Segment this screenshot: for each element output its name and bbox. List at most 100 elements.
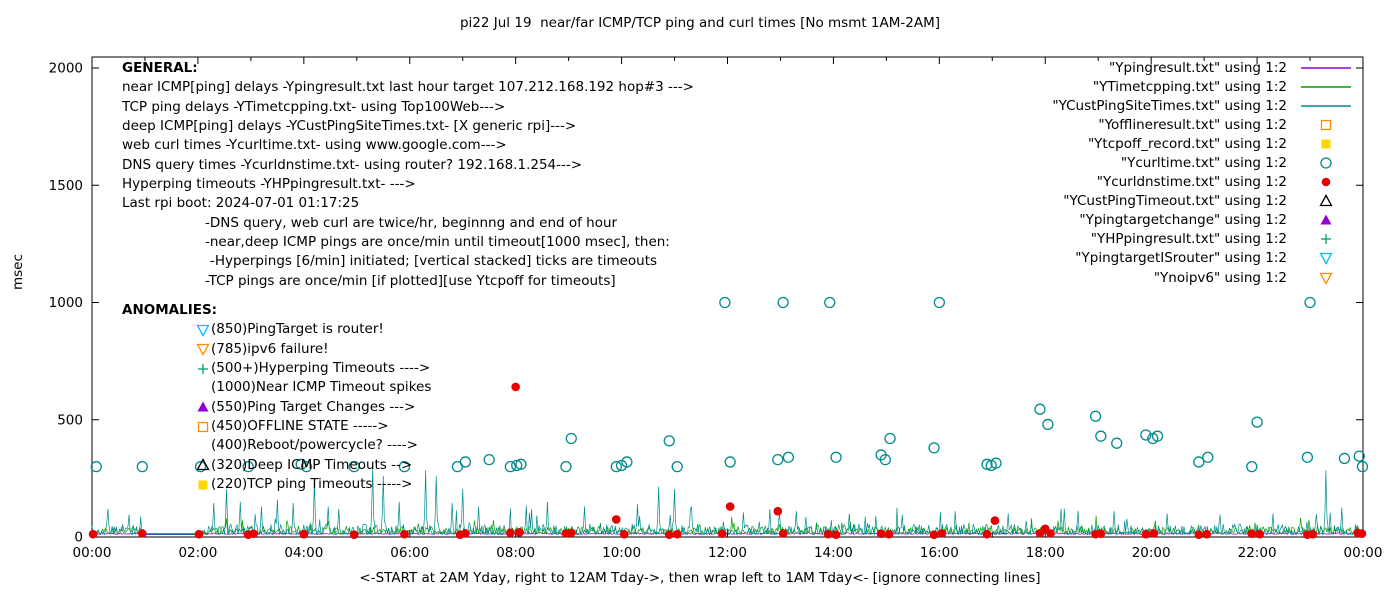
series-point-Ycurldnstime.txt <box>831 530 841 539</box>
anomaly-text: (550)Ping Target Changes ---> <box>211 398 416 415</box>
series-point-Ycurltime.txt <box>1089 410 1102 422</box>
y-tick-label: 1000 <box>49 295 83 311</box>
legend-entry: "Yofflineresult.txt" using 1:2 <box>0 115 1357 134</box>
series-point-Ycurldnstime.txt <box>461 529 470 538</box>
series-point-Ycurldnstime.txt <box>884 529 894 539</box>
legend-sample-line-icon <box>1301 85 1351 88</box>
chart-title: pi22 Jul 19 near/far ICMP/TCP ping and c… <box>459 15 941 31</box>
legend-label: "Ypingresult.txt" using 1:2 <box>1109 59 1287 76</box>
series-point-Ycurldnstime.txt <box>1141 529 1151 539</box>
legend-triangle-down-open-icon <box>1319 253 1333 266</box>
series-point-Ycurldnstime.txt <box>717 529 727 539</box>
series-point-Ycurldnstime.txt <box>929 530 939 539</box>
legend-sample-square-filled-icon <box>1321 139 1331 149</box>
anomaly-triangle-down-open-icon <box>196 324 210 337</box>
series-point-Ycurldnstime.txt <box>823 529 833 539</box>
series-point-Ycurldnstime.txt <box>194 529 204 539</box>
legend-entry: "Ycurltime.txt" using 1:2 <box>0 153 1357 172</box>
series-point-Ycurltime.txt <box>560 460 572 473</box>
legend-entry: "Ypingtargetchange" using 1:2 <box>0 211 1357 230</box>
series-point-Ycurltime.txt <box>1034 403 1046 415</box>
series-point-Ycurltime.txt <box>772 453 784 466</box>
general-heading: GENERAL: <box>122 60 198 76</box>
x-tick-label: 02:00 <box>178 545 217 561</box>
legend-entry: "YTimetcpping.txt" using 1:2 <box>0 77 1357 96</box>
series-point-Ycurltime.txt <box>621 456 633 468</box>
anomaly-item: (500+)Hyperping Timeouts ----> <box>122 359 431 378</box>
legend-label: "YTimetcpping.txt" using 1:2 <box>1092 78 1287 95</box>
series-point-Ycurltime.txt <box>879 453 891 466</box>
anomaly-text: (1000)Near ICMP Timeout spikes <box>211 379 432 396</box>
x-axis-label: <-START at 2AM Yday, right to 12AM Tday-… <box>359 570 1041 586</box>
y-tick-label: 2000 <box>49 61 83 77</box>
series-point-Ycurldnstime.txt <box>299 529 309 539</box>
anomaly-square-filled-icon <box>198 480 208 490</box>
x-tick-label: 18:00 <box>1026 545 1065 561</box>
legend-sample-line-icon <box>1301 66 1351 69</box>
anomaly-text: (500+)Hyperping Timeouts ----> <box>211 360 431 377</box>
series-point-Ycurltime.txt <box>300 460 313 473</box>
general-note: TCP ping delays -YTimetcpping.txt- using… <box>122 98 506 115</box>
x-tick-label: 20:00 <box>1132 545 1171 561</box>
x-tick-label: 04:00 <box>284 545 323 561</box>
series-point-Ycurltime.txt <box>194 460 207 473</box>
anomaly-triangle-up-filled-icon <box>197 401 209 412</box>
series-point-Ycurldnstime.txt <box>990 516 1000 525</box>
anomaly-item: (850)PingTarget is router! <box>122 320 431 339</box>
x-tick-label: 16:00 <box>920 545 959 561</box>
series-point-Ycurltime.txt <box>504 460 517 473</box>
anomaly-square-open-icon <box>197 421 209 432</box>
anomaly-marker-spacer <box>196 381 210 395</box>
series-point-Ycurldnstime.txt <box>1255 529 1265 539</box>
x-tick-label: 22:00 <box>1238 545 1277 561</box>
series-point-Ycurltime.txt <box>671 460 683 473</box>
series-point-Ycurldnstime.txt <box>611 515 621 524</box>
legend-entry: "Ynoipv6" using 1:2 <box>0 268 1357 287</box>
general-note: -TCP pings are once/min [if plotted][use… <box>205 272 616 289</box>
anomaly-text: (220)TCP ping Timeouts -----> <box>211 476 413 493</box>
anomaly-item: (1000)Near ICMP Timeout spikes <box>122 378 431 397</box>
x-tick-label: 00:00 <box>1344 545 1383 561</box>
anomaly-item: (550)Ping Target Changes ---> <box>122 398 431 417</box>
series-point-Ycurltime.txt <box>515 458 527 470</box>
series-point-Ycurldnstime.txt <box>725 502 735 511</box>
legend-label: "Ynoipv6" using 1:2 <box>1153 269 1287 286</box>
x-tick-label: 10:00 <box>602 545 641 561</box>
legend-entry: "Ytcpoff_record.txt" using 1:2 <box>0 134 1357 153</box>
anomaly-item: (785)ipv6 failure! <box>122 340 431 359</box>
legend-triangle-up-filled-icon <box>1320 214 1332 225</box>
x-tick-label: 00:00 <box>73 545 112 561</box>
series-point-Ycurltime.txt <box>1353 450 1365 462</box>
x-tick-label: 12:00 <box>708 545 747 561</box>
legend-entry: "YHPpingresult.txt" using 1:2 <box>0 230 1357 249</box>
legend-plus-icon <box>1321 234 1331 245</box>
series-point-Ycurltime.txt <box>928 442 940 454</box>
series-point-Ycurldnstime.txt <box>778 529 788 538</box>
legend-sample-triangle-up-filled-icon <box>1320 214 1332 225</box>
series-point-Ycurldnstime.txt <box>1194 530 1204 539</box>
legend-sample-line-icon <box>1301 104 1351 107</box>
legend-sample-circle-open-icon <box>1320 157 1332 169</box>
series-point-Ycurltime.txt <box>136 460 148 473</box>
series-point-Ycurldnstime.txt <box>664 530 674 539</box>
anomalies-annotations: ANOMALIES: (850)PingTarget is router! (78… <box>122 301 431 494</box>
series-point-Ycurldnstime.txt <box>506 528 515 538</box>
general-note: DNS query times -Ycurldnstime.txt- using… <box>122 156 583 173</box>
general-note: web curl times -Ycurltime.txt- using www… <box>122 137 507 154</box>
series-point-Ycurltime.txt <box>610 460 622 473</box>
y-tick-label: 500 <box>57 412 83 428</box>
anomaly-item: (220)TCP ping Timeouts -----> <box>122 475 431 494</box>
anomaly-text: (320)Deep ICMP Timeouts --> <box>211 456 413 473</box>
anomaly-triangle-down-open-icon <box>196 324 210 337</box>
legend-entry: "YpingtargetISrouter" using 1:2 <box>0 249 1357 268</box>
general-note: -Hyperpings [6/min] initiated; [vertical… <box>210 253 658 270</box>
anomaly-text: (785)ipv6 failure! <box>211 340 329 357</box>
series-point-Ycurltime.txt <box>1042 418 1054 431</box>
series-point-Ycurldnstime.txt <box>1247 529 1257 539</box>
series-point-Ycurltime.txt <box>981 458 993 470</box>
anomaly-triangle-up-open-icon <box>196 458 210 471</box>
anomaly-triangle-down-open-icon <box>196 344 210 357</box>
series-point-Ycurldnstime.txt <box>1096 529 1106 539</box>
series-point-Ycurltime.txt <box>990 457 1002 469</box>
